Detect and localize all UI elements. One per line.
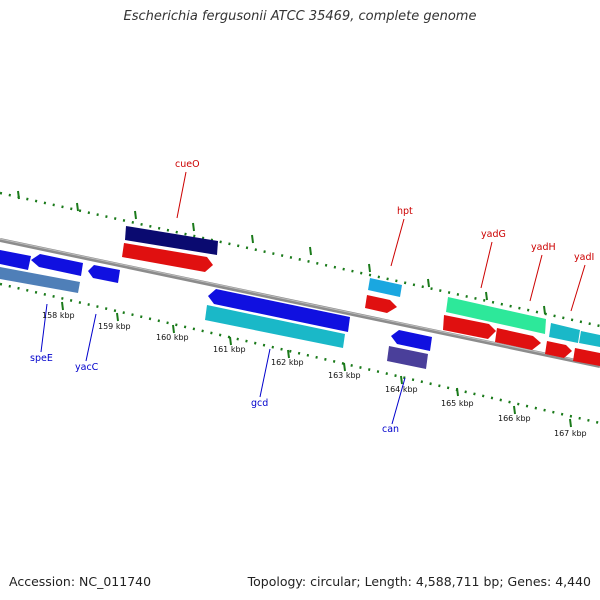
gene-label-yadg: yadG [481,229,506,240]
ruler-tick-upper [76,202,79,212]
gene-gcd [208,289,350,332]
gene-cueo-cog [125,226,218,255]
gene-yadg-cog [446,297,546,334]
gene-label-cueo: cueO [175,159,200,170]
gene-label-can: can [382,424,399,435]
ruler-tick-lower [456,387,459,397]
gene-label-yadh: yadH [531,242,556,253]
genome-backbone-highlight [0,238,600,366]
gene-label-gcd: gcd [251,398,268,409]
gene-hpt-cog [368,278,402,297]
gene-label-leader [529,254,543,302]
gene-label-spee: speE [30,353,53,364]
gene-cueo [122,243,213,272]
gene-spee-left [0,250,31,270]
gene-yadi-cog-2 [579,331,600,347]
genome-summary-text: Topology: circular; Length: 4,588,711 bp… [247,574,591,589]
gene-label-leader [176,171,187,219]
ruler-tick-label: 161 kbp [213,345,246,354]
ruler-major-ticks-upper [17,190,546,315]
ruler-tick-lower [569,418,572,428]
gene-label-hpt: hpt [397,206,413,217]
ruler-major-ticks-lower [61,301,572,428]
ruler-tick-upper [368,263,371,273]
ruler-tick-lower [513,405,516,415]
ruler-lower [0,282,600,425]
ruler-tick-lower [400,375,403,385]
ruler-tick-upper [543,305,546,315]
gene-label-layer: cueO hpt yadG yadH yadI speE yacC gcd can [30,159,594,435]
ruler-tick-upper [192,222,195,232]
gene-yacc [88,265,120,283]
ruler-tick-upper [485,291,488,301]
gene-spee-cog [0,267,80,293]
ruler-tick-label: 164 kbp [385,385,418,394]
gene-label-leader [391,377,406,425]
gene-label-yadi: yadI [574,252,594,263]
gene-cueo-track [122,226,218,272]
ruler-upper [0,191,600,328]
gene-yadh [495,328,541,350]
ruler-tick-lower [116,312,119,322]
ruler-tick-lower [343,362,346,372]
ruler-tick-label: 166 kbp [498,414,531,423]
gene-label-leader [259,348,271,398]
ruler-tick-lower [229,336,232,346]
gene-yacc-track [88,265,120,283]
ruler-tick-label: 159 kbp [98,322,131,331]
gene-label-leader [570,264,586,312]
ruler-tick-upper [17,190,20,200]
gene-can [391,330,432,351]
gene-hpt-track [365,278,402,313]
gene-yadg-track [443,297,546,339]
ruler-tick-label: 162 kbp [271,358,304,367]
gene-yadh-track [495,328,541,350]
gene-yadi-track [545,323,600,366]
gene-yadi-2 [573,348,600,366]
gene-yadg [443,315,496,339]
gene-label-leader [40,303,48,353]
ruler-tick-upper [134,210,137,220]
gene-label-leader [390,218,405,267]
genome-title: Escherichia fergusonii ATCC 35469, compl… [123,9,477,24]
ruler-tick-label: 158 kbp [42,311,75,320]
gene-can-track [387,330,432,369]
gene-label-leader [480,241,493,289]
gene-gcd-cog [205,305,345,348]
ruler-tick-label: 165 kbp [441,399,474,408]
ruler-tick-label: 163 kbp [328,371,361,380]
gene-label-yacc: yacC [75,362,99,373]
tick-label-layer: 158 kbp 159 kbp 160 kbp 161 kbp 162 kbp 163 k… [42,311,587,438]
gene-can-cog [387,346,428,369]
gene-spee-track [0,250,83,293]
gene-spee [31,254,83,276]
ruler-tick-lower [172,324,175,334]
gene-label-leader [85,313,97,362]
gene-yadi-cog [549,323,580,343]
ruler-tick-upper [251,234,254,244]
ruler-tick-upper [309,246,312,256]
ruler-tick-lower [61,301,64,311]
accession-text: Accession: NC_011740 [9,574,152,589]
gene-hpt [365,295,397,313]
gene-yadi [545,341,572,358]
ruler-tick-lower [287,349,290,359]
genome-backbone [0,238,600,368]
gene-gcd-track [205,289,350,348]
ruler-tick-label: 160 kbp [156,333,189,342]
ruler-tick-label: 167 kbp [554,429,587,438]
ruler-tick-upper [427,278,430,288]
